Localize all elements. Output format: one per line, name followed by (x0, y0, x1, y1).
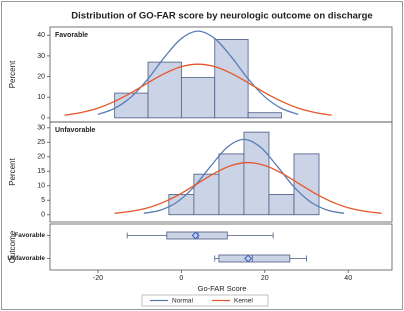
y-tick-label: 5 (41, 197, 45, 204)
y-tick-label: 20 (37, 73, 45, 80)
panel-label: Favorable (55, 32, 88, 39)
panel-frame (49, 121, 393, 223)
histogram-bar (214, 38, 249, 119)
mean-marker (244, 254, 253, 263)
y-tick-label: 0 (41, 212, 45, 219)
histogram-bar (180, 77, 216, 119)
legend-label: Kernel (234, 298, 253, 305)
panel-label: Unfavorable (55, 127, 96, 134)
mean-marker (191, 231, 200, 240)
histogram-bar (147, 61, 182, 119)
y-axis-label: Percent (8, 60, 17, 88)
histogram-bar (268, 194, 295, 216)
y-tick-label: Favorable (14, 232, 45, 239)
y-axis-label: Outcome (8, 230, 17, 263)
panel-frame (49, 223, 393, 271)
x-tick-label: 40 (344, 275, 352, 282)
x-axis-label: Go-FAR Score (198, 284, 247, 293)
density-curve (114, 161, 382, 214)
y-tick-label: 40 (37, 32, 45, 39)
x-tick-label: 20 (261, 275, 269, 282)
y-tick-label: 20 (37, 154, 45, 161)
x-tick-label: 0 (179, 275, 183, 282)
histogram-bar (247, 112, 282, 119)
y-axis-label: Percent (8, 157, 17, 185)
box (218, 254, 291, 263)
box (166, 231, 228, 240)
histogram-bar (243, 131, 270, 216)
density-curve (143, 138, 345, 214)
y-tick-label: 10 (37, 183, 45, 190)
y-tick-label: Unfavorable (7, 255, 45, 262)
legend-label: Normal (172, 298, 194, 305)
density-curve (64, 63, 332, 116)
y-tick-label: 0 (41, 115, 45, 122)
chart-title: Distribution of GO-FAR score by neurolog… (71, 11, 372, 22)
x-tick-label: -20 (93, 275, 103, 282)
density-curve (97, 30, 299, 115)
y-tick-label: 10 (37, 94, 45, 101)
legend-box (141, 294, 269, 307)
y-tick-label: 25 (37, 139, 45, 146)
y-tick-label: 30 (37, 53, 45, 60)
y-tick-label: 30 (37, 125, 45, 132)
histogram-bar (293, 153, 320, 216)
histogram-bar (193, 173, 220, 216)
y-tick-label: 15 (37, 168, 45, 175)
